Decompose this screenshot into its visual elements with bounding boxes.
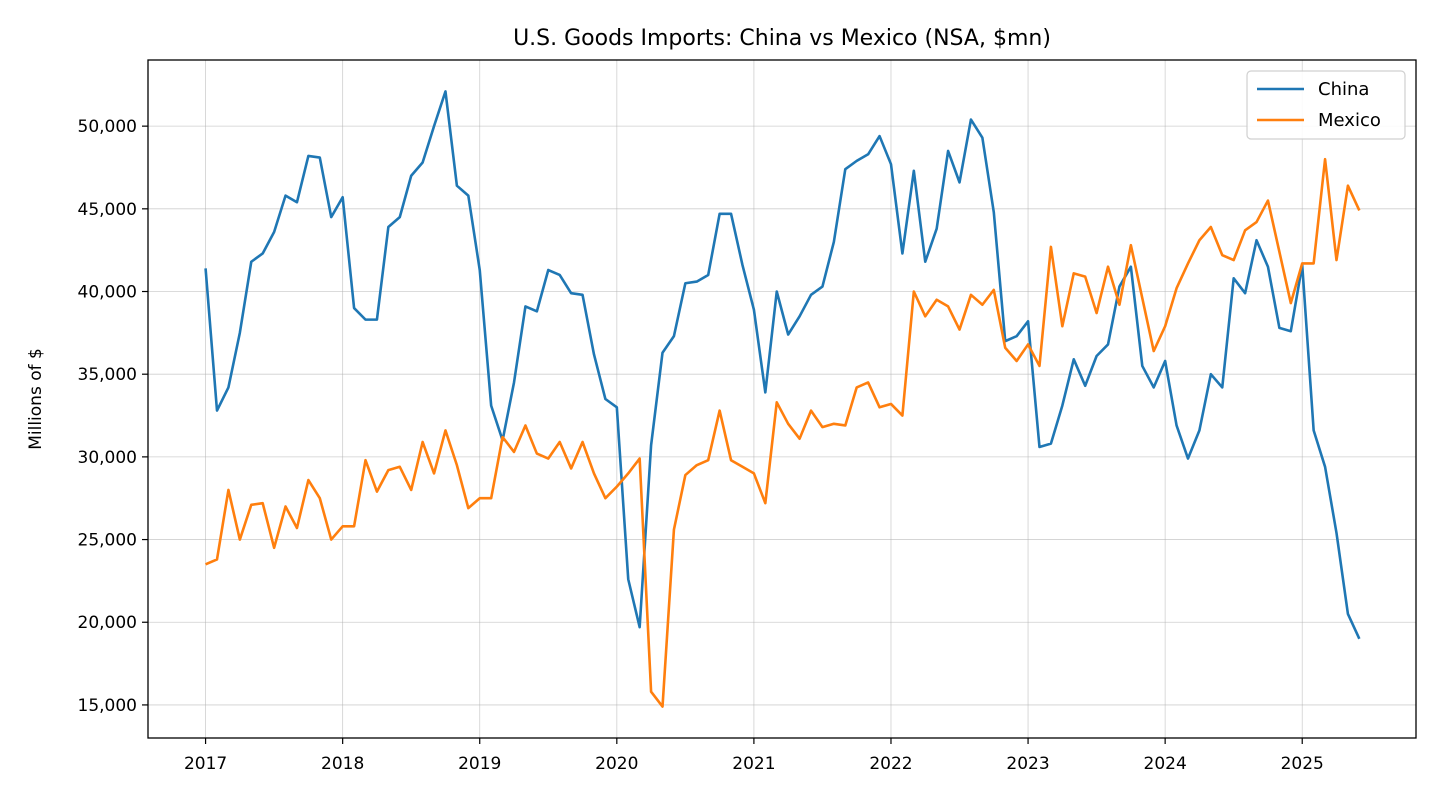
y-tick-label: 25,000	[78, 531, 137, 551]
x-axis-ticks: 2017 2018 2019 2020 2021 2022 2023 2024 2025	[184, 738, 1324, 774]
series-line-china	[204, 90, 1361, 640]
legend-label-mexico: Mexico	[1318, 110, 1381, 131]
x-tick-label: 2021	[732, 754, 775, 774]
legend-label-china: China	[1318, 79, 1369, 100]
y-axis-title: Millions of $	[26, 348, 46, 450]
x-tick-label: 2024	[1144, 754, 1187, 774]
y-tick-label: 40,000	[78, 283, 137, 303]
series-line-mexico	[205, 157, 1361, 708]
grid-lines	[148, 60, 1416, 738]
y-tick-label: 50,000	[78, 117, 137, 137]
x-tick-label: 2023	[1006, 754, 1049, 774]
x-tick-label: 2019	[458, 754, 501, 774]
y-axis-ticks: 15,000 20,000 25,000 30,000 35,000 40,000 45,0…	[78, 117, 148, 716]
x-tick-label: 2025	[1281, 754, 1324, 774]
x-tick-label: 2022	[869, 754, 912, 774]
series-lines	[204, 90, 1361, 708]
y-tick-label: 30,000	[78, 448, 137, 468]
chart-title: U.S. Goods Imports: China vs Mexico (NSA…	[513, 26, 1051, 51]
x-tick-label: 2020	[595, 754, 638, 774]
legend: China Mexico	[1246, 70, 1406, 140]
y-tick-label: 45,000	[78, 200, 137, 220]
y-tick-label: 15,000	[78, 696, 137, 716]
plot-area-frame	[147, 59, 1417, 739]
x-tick-label: 2018	[321, 754, 364, 774]
y-tick-label: 35,000	[78, 365, 137, 385]
x-tick-label: 2017	[184, 754, 227, 774]
y-tick-label: 20,000	[78, 613, 137, 633]
